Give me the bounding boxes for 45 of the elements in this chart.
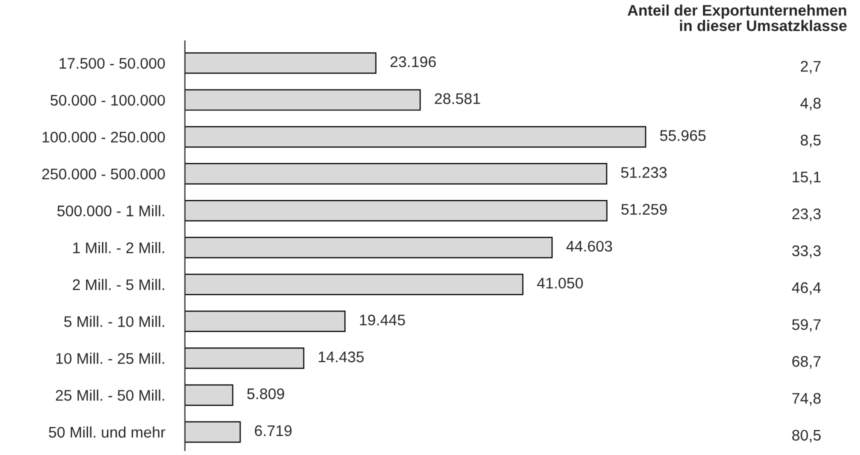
text: Anteil der Exportunternehmen in dieser Umsatzklasse: [628, 4, 847, 32]
y-tick-label: 250.000 - 500.000: [42, 168, 165, 180]
data-label: 44.603: [566, 240, 612, 252]
y-tick-label: 500.000 - 1 Mill.: [57, 205, 164, 216]
bar: [184, 421, 241, 443]
y-tick-label: 100.000 - 250.000: [42, 132, 165, 143]
bar: [184, 200, 608, 222]
bar: [184, 348, 304, 369]
bar: [184, 89, 421, 111]
text: 4,8: [800, 98, 821, 110]
text: 23,3: [792, 208, 821, 222]
bar: [184, 274, 524, 296]
data-label: 19.445: [360, 314, 405, 326]
data-label: 5.809: [247, 388, 284, 400]
bar: [184, 126, 646, 148]
data-label: 28.581: [434, 93, 480, 104]
data-label: 41.050: [537, 278, 583, 289]
y-tick-label: 50.000 - 100.000: [50, 94, 165, 106]
y-tick-label: 25 Mill. - 50 Mill.: [56, 390, 164, 401]
text: 15,1: [792, 172, 821, 184]
data-label: 23.196: [390, 56, 436, 68]
text: 68,7: [792, 356, 821, 369]
bar: [184, 163, 608, 184]
text: 80,5: [792, 430, 821, 442]
data-label: 14.435: [318, 352, 364, 362]
y-tick-label: 5 Mill. - 10 Mill.: [64, 316, 164, 328]
text: 33,3: [792, 245, 821, 258]
text: 8,5: [800, 134, 821, 148]
y-tick-label: 10 Mill. - 25 Mill.: [56, 352, 164, 364]
bar: [184, 236, 553, 258]
y-tick-label: 2 Mill. - 5 Mill.: [72, 278, 164, 290]
data-label: 51.233: [621, 167, 667, 178]
y-tick-label: 17.500 - 50.000: [60, 58, 165, 69]
data-label: 55.965: [660, 130, 706, 141]
data-label: 51.259: [621, 204, 667, 215]
y-tick-label: 50 Mill. und mehr: [48, 426, 166, 438]
data-label: 6.719: [254, 425, 292, 436]
text: 74,8: [792, 392, 821, 406]
bar: [184, 52, 376, 74]
y-tick-label: 1 Mill. - 2 Mill.: [73, 242, 164, 254]
text: 46,4: [792, 282, 821, 295]
text: 59,7: [792, 319, 821, 332]
bar: [184, 384, 234, 406]
bar: [184, 310, 346, 332]
text: 2,7: [800, 60, 821, 74]
